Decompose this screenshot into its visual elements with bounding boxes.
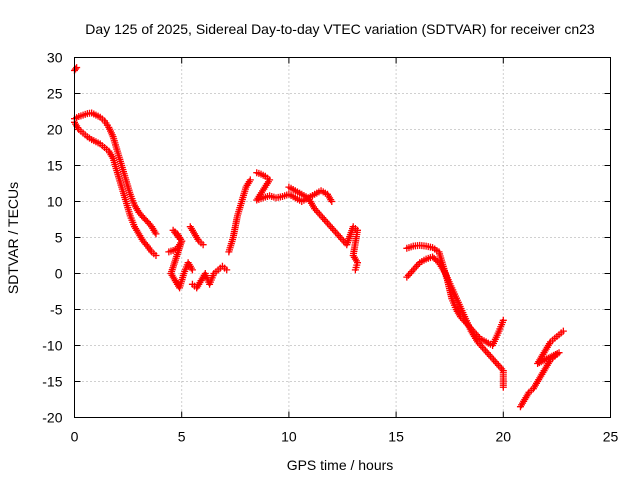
y-tick-label: -15 xyxy=(42,374,62,390)
x-axis-label: GPS time / hours xyxy=(287,457,394,473)
data-point xyxy=(152,252,160,259)
chart-title: Day 125 of 2025, Sidereal Day-to-day VTE… xyxy=(85,21,595,37)
y-tick-label: 20 xyxy=(47,122,63,138)
data-point xyxy=(485,351,493,358)
x-tick-label: 15 xyxy=(388,429,404,445)
data-point xyxy=(142,240,150,248)
data-point xyxy=(328,198,336,205)
plot-frame xyxy=(74,57,611,418)
data-point xyxy=(72,65,80,73)
data-point xyxy=(351,266,359,274)
data-points xyxy=(71,64,567,411)
data-point xyxy=(246,176,254,184)
y-tick-label: 30 xyxy=(47,50,63,66)
x-tick-label: 10 xyxy=(281,429,297,445)
data-point xyxy=(199,241,207,249)
x-tick-label: 25 xyxy=(603,429,619,445)
y-tick-label: -10 xyxy=(42,338,62,354)
y-tick-label: 15 xyxy=(47,158,63,174)
y-axis-label: SDTVAR / TECUs xyxy=(5,182,21,294)
y-tick-label: -5 xyxy=(50,302,63,318)
y-tick-label: 0 xyxy=(55,266,63,282)
y-tick-label: 5 xyxy=(55,230,63,246)
data-point xyxy=(477,342,485,349)
y-tick-label: -20 xyxy=(42,410,62,426)
data-point xyxy=(559,327,567,335)
data-point xyxy=(493,360,501,367)
x-tick-label: 20 xyxy=(496,429,512,445)
data-point xyxy=(223,266,231,274)
data-point xyxy=(188,266,196,274)
data-point xyxy=(152,230,160,238)
y-tick-label: 25 xyxy=(47,86,63,102)
x-tick-label: 0 xyxy=(71,429,79,445)
y-tick-label: 10 xyxy=(47,194,63,210)
data-point xyxy=(406,270,414,277)
data-point xyxy=(499,383,507,391)
data-point xyxy=(499,316,507,324)
x-tick-label: 5 xyxy=(178,429,186,445)
